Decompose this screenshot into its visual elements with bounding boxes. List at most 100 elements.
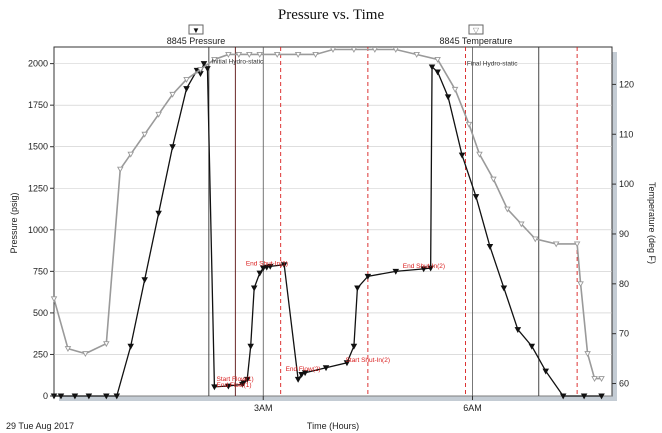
y-right-tick-label: 80 <box>619 279 629 289</box>
y-left-tick-label: 0 <box>43 391 48 401</box>
pressure-point <box>458 152 466 159</box>
pressure-point <box>247 343 254 350</box>
temperature-point <box>573 241 581 248</box>
y-right-tick-label: 120 <box>619 79 634 89</box>
legend-temperature-box[interactable] <box>468 24 484 35</box>
pressure-point <box>427 265 434 272</box>
pressure-point <box>434 69 441 76</box>
pressure-point <box>71 393 79 400</box>
pressure-point <box>301 370 309 377</box>
y-left-tick-label: 1000 <box>28 225 48 235</box>
temperature-point <box>246 52 253 58</box>
pressure-point <box>113 393 121 400</box>
pressure-point <box>169 144 176 151</box>
temperature-point <box>103 341 110 348</box>
temperature-point <box>577 281 584 288</box>
temperature-point <box>50 296 58 303</box>
temperature-point <box>312 52 319 58</box>
y-right-tick-label: 90 <box>619 229 629 239</box>
x-axis-label: Time (Hours) <box>307 421 359 431</box>
temperature-point <box>552 241 560 248</box>
pressure-point <box>200 61 208 68</box>
temperature-point <box>82 351 89 358</box>
pressure-point <box>428 64 436 71</box>
legend-pressure-box[interactable] <box>188 24 204 35</box>
pressure-point <box>280 262 288 269</box>
pressure-point <box>528 343 536 350</box>
annotations-layer: Initial Hydro-static End Shut-In(1) Start … <box>212 59 519 389</box>
temperature-point <box>371 47 379 53</box>
pressure-point <box>250 285 258 292</box>
temperature-point <box>350 47 358 53</box>
temperature-point <box>392 47 400 53</box>
annotation-label: End Shut-In(2) <box>403 263 445 270</box>
temperature-point <box>211 57 218 63</box>
temperature-point <box>518 221 525 228</box>
pressure-point <box>240 380 247 387</box>
pressure-point <box>103 393 110 400</box>
y-left-tick-label: 500 <box>33 308 48 318</box>
temperature-point <box>329 47 337 53</box>
series-layer <box>50 47 605 400</box>
temperature-point <box>197 66 204 73</box>
temperature-point <box>155 111 162 118</box>
temperature-point <box>273 52 281 58</box>
pressure-point <box>155 210 162 217</box>
right-axis-ticks: 60 70 80 90 100 110 120 <box>612 79 634 389</box>
temperature-point <box>490 176 497 183</box>
annotation-label: Start Shut-In(2) <box>346 357 390 364</box>
pressure-point <box>364 273 372 280</box>
pressure-point <box>225 383 232 390</box>
annotation-label: Start Flow(1) <box>217 376 254 383</box>
pressure-point <box>392 268 400 275</box>
temperature-point <box>504 206 511 213</box>
annotation-label: Initial Hydro-static <box>212 59 264 66</box>
pressure-point <box>514 327 522 333</box>
temperature-point <box>584 351 591 358</box>
y-axis-right-label: Temperature (deg F) <box>647 182 657 264</box>
date-label: 29 Tue Aug 2017 <box>6 421 74 431</box>
pressure-point <box>127 343 134 350</box>
x-tick-label: 3AM <box>254 403 273 413</box>
pressure-point <box>263 264 271 271</box>
x-axis-ticks: 3AM 6AM <box>254 396 482 413</box>
y-right-tick-label: 100 <box>619 179 634 189</box>
pressure-point <box>294 376 302 383</box>
y-axis-left-label: Pressure (psig) <box>9 192 19 253</box>
y-left-tick-label: 1750 <box>28 100 48 110</box>
temperature-point <box>465 121 473 128</box>
temperature-point <box>141 131 148 138</box>
x-tick-label: 6AM <box>463 403 482 413</box>
event-lines <box>208 47 578 396</box>
pressure-point <box>211 384 218 391</box>
temperature-point <box>64 346 72 353</box>
annotation-label: End Shut-In(1) <box>246 261 288 268</box>
pressure-point <box>57 393 65 400</box>
left-axis-ticks: 0 250 500 750 1000 1250 1500 1750 2000 <box>28 59 54 401</box>
pressure-point <box>322 365 330 372</box>
pressure-point <box>350 343 358 350</box>
temperature-point <box>256 52 264 58</box>
temperature-point <box>591 376 598 382</box>
pressure-point <box>598 393 605 400</box>
temperature-point <box>413 52 420 58</box>
temperature-point <box>183 76 190 83</box>
pressure-point <box>542 368 550 375</box>
annotation-label: Final Hydro-static <box>467 60 518 67</box>
grid-lines <box>54 47 612 397</box>
pressure-point <box>266 263 274 270</box>
pressure-point <box>298 371 305 378</box>
plot-area <box>53 46 613 397</box>
temperature-point <box>235 52 243 58</box>
pressure-point <box>141 277 148 284</box>
legend-temperature-label: 8845 Temperature <box>440 36 513 46</box>
pressure-point <box>444 94 452 101</box>
temperature-point <box>598 376 605 382</box>
y-right-tick-label: 110 <box>619 129 633 139</box>
pressure-point <box>343 360 351 367</box>
pressure-point <box>472 194 480 200</box>
pressure-point <box>183 86 190 92</box>
temperature-point <box>127 151 134 158</box>
y-right-tick-label: 70 <box>619 329 629 339</box>
temperature-point <box>451 86 459 93</box>
